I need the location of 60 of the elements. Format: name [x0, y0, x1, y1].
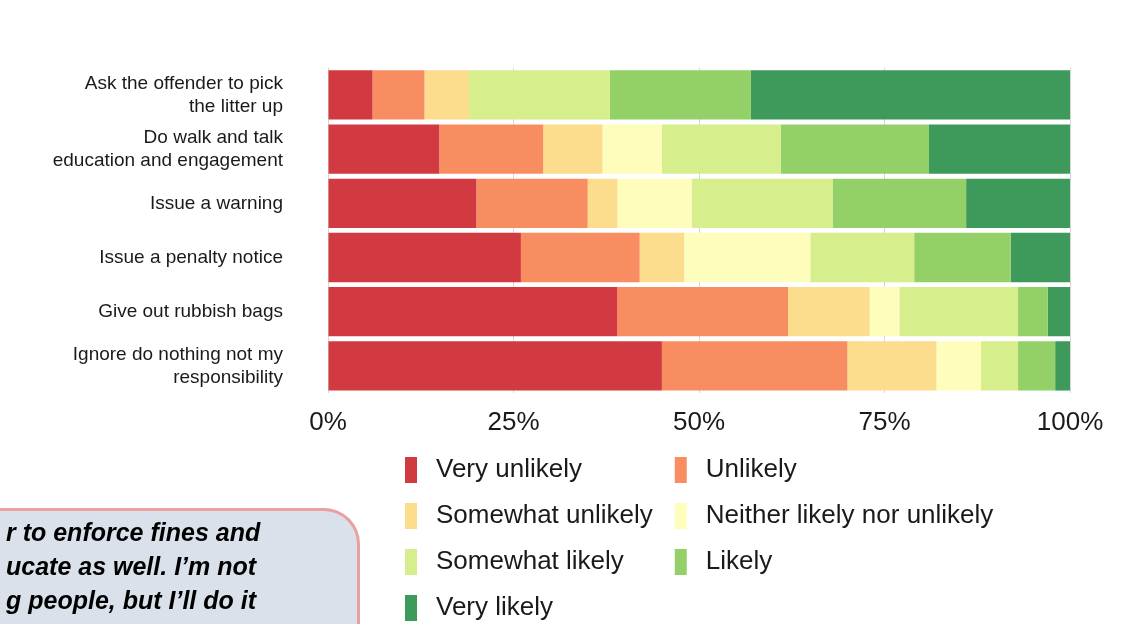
x-tick-label: 0%: [309, 405, 347, 436]
bar: [750, 70, 1070, 120]
bar: [639, 232, 685, 283]
bar: [661, 124, 781, 174]
bar: [468, 70, 610, 120]
legend-label: Neither likely nor unlikely: [705, 499, 994, 530]
bar: [780, 124, 930, 174]
legend-label: Very unlikely: [436, 453, 582, 484]
bar: [788, 287, 870, 337]
bar: [810, 232, 915, 283]
bar: [914, 232, 1011, 283]
bar: [1018, 287, 1048, 337]
bar: [328, 341, 662, 391]
bar: [543, 124, 603, 174]
x-tick-label: 100%: [1036, 405, 1104, 436]
y-tick-label: Ignore do nothing not my responsibility: [72, 342, 284, 387]
bar: [691, 178, 833, 228]
bar: [1047, 287, 1070, 337]
bar: [328, 232, 521, 283]
bar: [587, 178, 618, 228]
bar: [929, 124, 1070, 174]
bar: [661, 341, 848, 391]
bar: [1055, 341, 1070, 391]
bar: [1018, 341, 1056, 391]
bar: [936, 341, 981, 391]
y-tick-label: Do walk and talk education and engagement: [52, 125, 284, 170]
bar: [899, 287, 1019, 337]
bar: [328, 124, 440, 174]
y-tick-label: Issue a penalty notice: [99, 245, 283, 267]
bar: [328, 70, 373, 120]
bar: [869, 287, 900, 337]
bar: [617, 178, 692, 228]
x-tick-label: 75%: [858, 405, 911, 436]
bar: [832, 178, 967, 228]
y-tick-label: Give out rubbish bags: [98, 299, 283, 321]
legend-label: Very likely: [436, 591, 554, 622]
bar: [966, 178, 1070, 228]
y-tick-label: Ask the offender to pick the litter up: [84, 71, 284, 116]
legend-label: Somewhat likely: [436, 545, 624, 576]
text: r to enforce fines and ucate as well. I’m not g people, but I’ll do it: [5, 518, 261, 614]
bar: [617, 287, 789, 337]
bar: [1010, 232, 1070, 283]
bar: [684, 232, 811, 283]
x-tick-label: 25%: [487, 405, 540, 436]
bar: [980, 341, 1019, 391]
bar: [328, 178, 477, 228]
legend-label: Unlikely: [705, 453, 797, 484]
bar: [328, 287, 618, 337]
x-tick-label: 50%: [672, 405, 726, 436]
bar: [609, 70, 751, 120]
legend-label: Somewhat unlikely: [436, 499, 653, 530]
bar: [424, 70, 469, 120]
bar: [476, 178, 588, 228]
bar: [372, 70, 425, 120]
bar: [520, 232, 640, 283]
bar: [439, 124, 544, 174]
y-tick-label: Issue a warning: [149, 191, 283, 213]
bar: [847, 341, 937, 391]
legend-label: Likely: [705, 545, 773, 576]
bar: [602, 124, 662, 174]
